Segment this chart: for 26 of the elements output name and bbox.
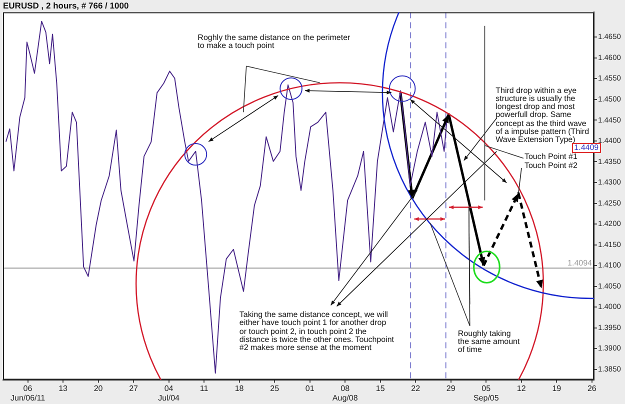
x-tick-label: 06 Jun/06/11 — [10, 384, 46, 402]
annotation: Roghly the same distance on the perimeter to make a touch point — [198, 32, 352, 50]
x-tick-label: 19 — [552, 384, 562, 393]
x-tick-label: 11 — [200, 384, 209, 393]
x-tick-label: 26 — [587, 384, 597, 393]
x-tick-label: 08 Aug/08 — [332, 384, 358, 402]
x-tick-label: 05 Sep/05 — [473, 384, 500, 402]
x-tick-label: 01 — [305, 384, 315, 393]
x-tick-label: 15 — [376, 384, 386, 393]
annotation: Roughly taking the same amount of time — [458, 328, 521, 354]
annotation: Touch Point #1 — [524, 152, 578, 162]
x-tick-label: 27 — [129, 384, 139, 393]
annotation: Taking the same distance concept, we will either have touch point 1 for another drop or touch point 2, in touch point 2 the distance is twice the other ones. Touchpoint #2 makes more sense at the moment — [239, 310, 394, 352]
x-tick-label: 22 — [411, 384, 421, 393]
x-tick-label: 18 — [234, 384, 244, 393]
x-tick-label: 12 — [516, 384, 526, 393]
x-tick-label: 29 — [446, 384, 456, 393]
x-tick-label: 13 — [58, 384, 68, 393]
annotation: 1.4409 — [572, 143, 601, 154]
x-tick-label: 04 Jul/04 — [158, 384, 180, 402]
x-tick-label: 20 — [94, 384, 104, 393]
x-tick-label: 25 — [270, 384, 280, 393]
chart-title: EURUSD , 2 hours, # 766 / 1000 — [3, 0, 129, 10]
annotation: Third drop within a eye structure is usually the longest drop and most powerfull drop. Same concept as the third wave of a impulse pattern (Third Wave Extension Type) — [496, 86, 590, 144]
annotation: Touch Point #2 — [524, 161, 578, 170]
ref-line-label: 1.4094 — [568, 258, 593, 268]
